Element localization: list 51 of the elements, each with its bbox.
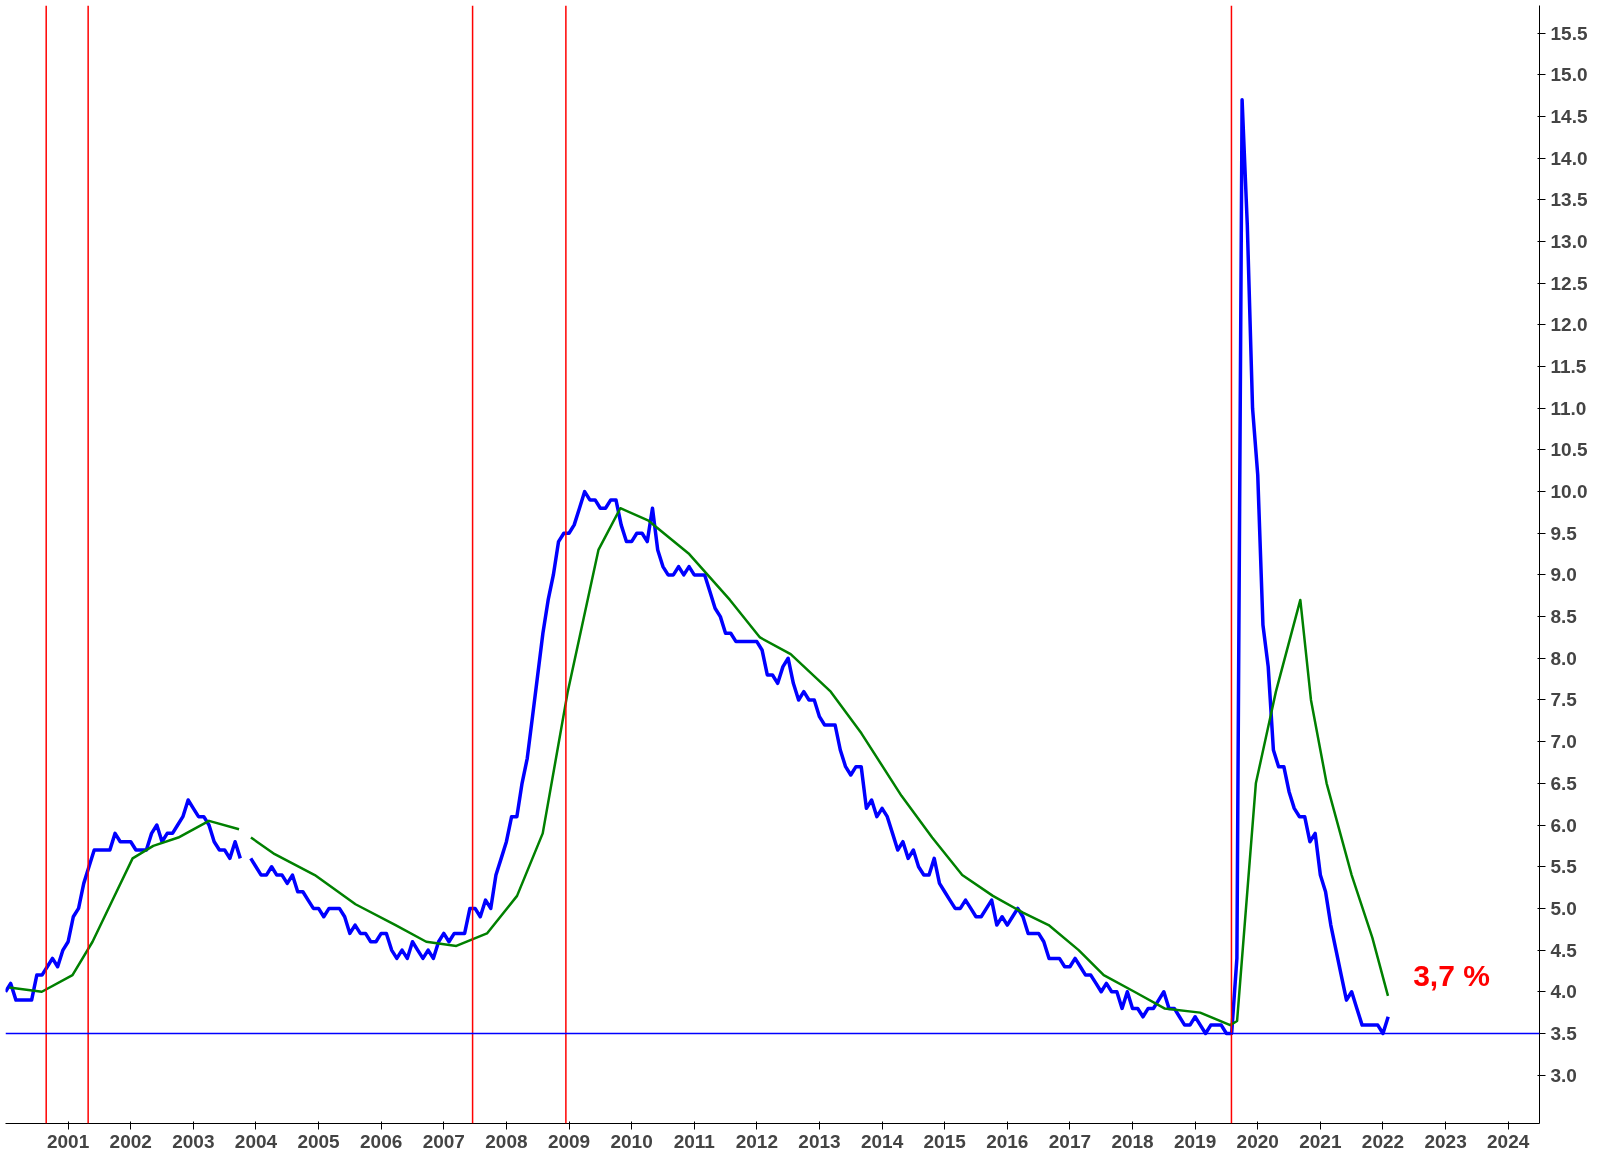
y-tick-label: 3.5 [1550, 1022, 1578, 1044]
y-tick-label: 10.5 [1550, 439, 1588, 461]
x-tick-label: 2017 [1048, 1130, 1092, 1152]
y-tick-label: 7.5 [1550, 689, 1578, 711]
x-tick-label: 2003 [172, 1130, 215, 1152]
y-tick-label: 5.5 [1550, 856, 1578, 878]
y-tick-label: 10.0 [1550, 481, 1588, 503]
y-tick-label: 11.5 [1550, 355, 1587, 377]
x-tick-label: 2002 [109, 1130, 152, 1152]
y-tick-label: 7.0 [1550, 731, 1577, 753]
x-tick-label: 2023 [1424, 1130, 1467, 1152]
y-tick-label: 12.5 [1550, 272, 1588, 294]
y-tick-label: 14.0 [1550, 147, 1588, 169]
x-tick-label: 2004 [234, 1130, 278, 1152]
x-tick-label: 2021 [1299, 1130, 1342, 1152]
y-tick-label: 6.5 [1550, 772, 1578, 794]
y-tick-label: 8.5 [1550, 606, 1578, 628]
x-tick-label: 2020 [1236, 1130, 1279, 1152]
x-tick-label: 2005 [297, 1130, 341, 1152]
x-tick-label: 2013 [798, 1130, 841, 1152]
x-tick-label: 2008 [485, 1130, 528, 1152]
y-tick-label: 8.0 [1550, 647, 1577, 669]
x-tick-label: 2012 [735, 1130, 778, 1152]
x-tick-label: 2011 [673, 1130, 716, 1152]
x-tick-label: 2001 [46, 1130, 90, 1152]
y-tick-label: 9.0 [1550, 564, 1577, 586]
y-tick-label: 9.5 [1550, 522, 1578, 544]
x-tick-label: 2015 [923, 1130, 967, 1152]
y-tick-label: 5.0 [1550, 897, 1577, 919]
x-tick-label: 2022 [1361, 1130, 1405, 1152]
x-tick-label: 2019 [1174, 1130, 1217, 1152]
x-tick-label: 2018 [1111, 1130, 1154, 1152]
x-tick-label: 2007 [422, 1130, 465, 1152]
y-tick-label: 14.5 [1550, 105, 1588, 127]
x-tick-label: 2014 [860, 1130, 904, 1152]
x-tick-label: 2009 [547, 1130, 591, 1152]
x-tick-label: 2024 [1487, 1130, 1530, 1152]
y-tick-label: 4.5 [1550, 939, 1578, 961]
y-tick-label: 3.0 [1550, 1064, 1577, 1086]
y-tick-label: 15.5 [1550, 22, 1588, 44]
x-tick-label: 2006 [360, 1130, 403, 1152]
y-tick-label: 12.0 [1550, 314, 1588, 336]
x-tick-label: 2016 [986, 1130, 1029, 1152]
y-tick-label: 15.0 [1550, 64, 1588, 86]
y-tick-label: 13.5 [1550, 189, 1588, 211]
y-tick-label: 13.0 [1550, 230, 1588, 252]
y-tick-label: 11.0 [1550, 397, 1587, 419]
x-tick-label: 2010 [610, 1130, 653, 1152]
y-tick-label: 6.0 [1550, 814, 1577, 836]
annotation: 3,7 % [1413, 958, 1490, 992]
y-tick-label: 4.0 [1550, 981, 1577, 1003]
